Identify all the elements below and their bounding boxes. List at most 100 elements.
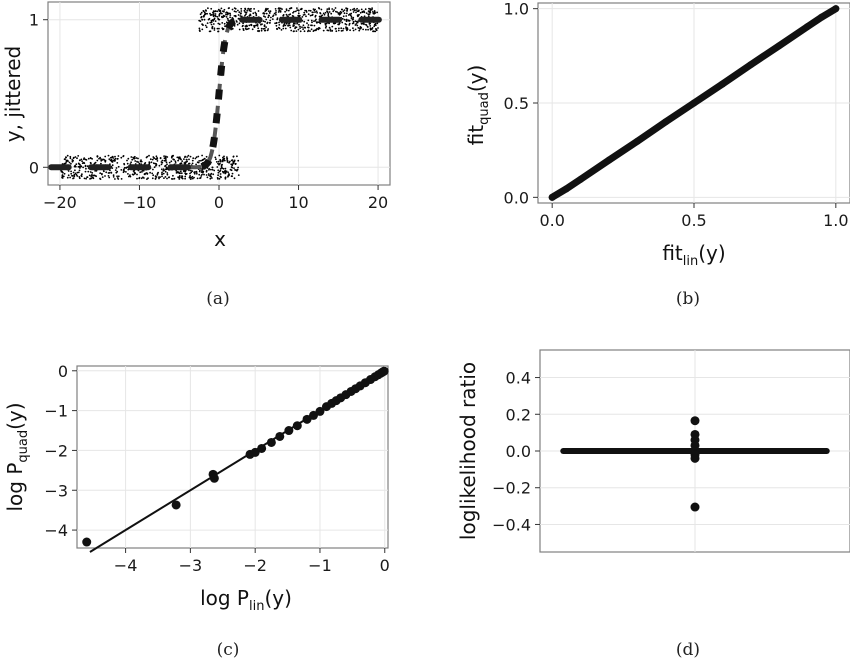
jitter-point	[228, 174, 231, 176]
jitter-point	[246, 9, 249, 12]
jitter-point	[337, 29, 340, 32]
jitter-point	[74, 156, 77, 158]
jitter-point	[191, 177, 194, 180]
jitter-point	[362, 28, 364, 31]
jitter-point	[199, 20, 202, 23]
jitter-point	[233, 167, 235, 170]
jitter-point	[242, 28, 245, 30]
jitter-point	[156, 157, 159, 159]
jitter-point	[335, 30, 338, 33]
jitter-point	[210, 168, 212, 171]
panel-c-plot-area	[76, 365, 389, 549]
jitter-point	[144, 172, 146, 175]
jitter-point	[166, 156, 169, 158]
jitter-point	[233, 7, 236, 9]
jitter-point	[245, 13, 247, 16]
jitter-point	[184, 162, 187, 165]
jitter-point	[214, 13, 217, 15]
jitter-point	[315, 10, 318, 13]
jitter-point	[285, 22, 288, 25]
jitter-point	[224, 172, 227, 175]
jitter-point	[221, 15, 223, 18]
jitter-point	[221, 160, 224, 162]
jitter-point	[318, 7, 321, 10]
jitter-point	[188, 158, 190, 161]
panel-c-marks	[82, 366, 389, 553]
jitter-point	[275, 10, 277, 12]
jitter-point	[206, 22, 209, 24]
jitter-point	[282, 14, 285, 16]
data-point	[690, 453, 700, 463]
jitter-point	[223, 22, 226, 25]
jitter-point	[327, 12, 330, 15]
jitter-point	[136, 177, 138, 180]
panel-b-caption: (b)	[676, 289, 700, 309]
jitter-point	[96, 155, 99, 158]
jitter-point	[212, 11, 214, 14]
jitter-point	[125, 171, 127, 173]
jitter-point	[116, 158, 119, 160]
jitter-point	[117, 155, 120, 157]
jitter-point	[77, 171, 80, 174]
y-tick-label: 0.0	[506, 442, 531, 461]
jitter-point	[73, 173, 76, 176]
jitter-point	[209, 21, 212, 24]
jitter-point	[290, 29, 293, 32]
jitter-point	[224, 167, 227, 170]
jitter-point	[216, 16, 219, 18]
jitter-point	[234, 163, 237, 166]
jitter-point	[66, 159, 69, 162]
jitter-point	[163, 169, 166, 172]
jitter-point	[285, 13, 288, 16]
jitter-point	[305, 15, 307, 18]
jitter-point	[116, 175, 118, 178]
jitter-point	[375, 29, 378, 32]
jitter-point	[164, 159, 167, 162]
jitter-point	[100, 158, 102, 160]
jitter-point	[113, 160, 116, 162]
jitter-point	[237, 9, 239, 12]
jitter-point	[272, 15, 274, 18]
jitter-point	[282, 25, 285, 27]
jitter-point	[155, 164, 158, 166]
jitter-point	[231, 8, 234, 11]
jitter-point	[330, 12, 333, 15]
jitter-point	[350, 12, 353, 15]
jitter-point	[248, 14, 251, 17]
jitter-point	[276, 18, 279, 21]
data-point	[690, 440, 700, 450]
data-point	[747, 61, 755, 69]
jitter-point	[267, 7, 269, 10]
jitter-point	[276, 27, 278, 30]
jitter-point	[315, 18, 317, 21]
jitter-point	[181, 177, 184, 180]
jitter-point	[98, 157, 100, 160]
jitter-point	[265, 7, 267, 10]
jitter-point	[303, 11, 306, 14]
jitter-point	[369, 11, 372, 14]
jitter-point	[79, 163, 81, 166]
jitter-point	[141, 171, 143, 173]
jitter-point	[269, 22, 271, 24]
jitter-point	[62, 175, 65, 178]
jitter-point	[209, 177, 212, 180]
jitter-point	[83, 158, 85, 161]
jitter-point	[352, 18, 354, 20]
jitter-point	[188, 176, 191, 179]
jitter-point	[214, 14, 217, 17]
jitter-point	[201, 28, 204, 31]
jitter-point	[219, 159, 222, 162]
jitter-point	[219, 175, 222, 178]
jitter-point	[217, 174, 220, 177]
jitter-point	[274, 7, 277, 10]
jitter-point	[217, 8, 220, 11]
jitter-point	[224, 176, 227, 179]
jitter-point	[200, 159, 202, 162]
jitter-point	[236, 23, 239, 26]
jitter-point	[192, 157, 195, 160]
jitter-point	[342, 10, 345, 13]
jitter-point	[358, 29, 361, 32]
jitter-point	[191, 159, 194, 162]
jitter-point	[253, 25, 255, 27]
jitter-point	[190, 176, 193, 179]
